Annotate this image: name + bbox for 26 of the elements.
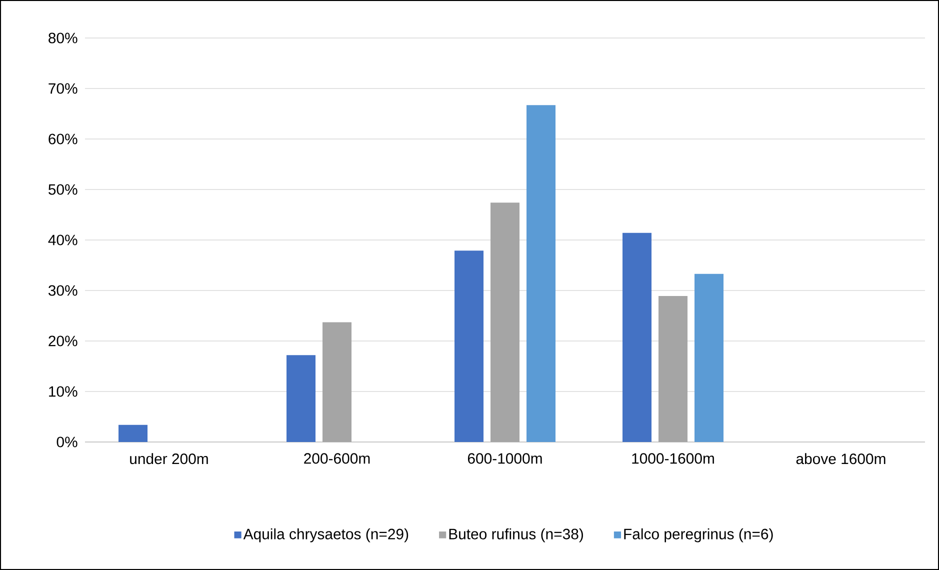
y-tick-label: 60% [48, 134, 78, 144]
y-tick-label: 0% [56, 436, 78, 448]
x-tick-label: 600-1000m [468, 453, 542, 464]
bar [322, 322, 352, 442]
y-tick-label: 40% [48, 234, 78, 246]
x-tick-label: 200-600m [304, 453, 370, 464]
y-tick-label: 70% [48, 83, 78, 94]
y-tick-label: 10% [49, 386, 78, 397]
x-tick-label: above 1600m [796, 453, 886, 464]
bar [526, 105, 556, 442]
y-tick-label: 20% [48, 336, 78, 346]
legend-label: Buteo rufinus (n=38) [449, 528, 583, 542]
bar [454, 250, 484, 442]
bar [118, 424, 148, 442]
bar [490, 202, 520, 442]
y-tick-label: 50% [48, 184, 78, 195]
x-tick-label: under 200m [130, 453, 208, 464]
y-tick-label: 30% [48, 285, 78, 296]
legend-label: Aquila chrysaetos (n=29) [243, 528, 408, 542]
bar [694, 274, 724, 442]
x-tick-label: 1000-1600m [632, 453, 714, 464]
bar [286, 355, 316, 442]
bar [622, 232, 652, 442]
legend-label: Falco peregrinus (n=6) [624, 528, 773, 542]
bar [658, 296, 688, 442]
y-tick-label: 80% [48, 32, 78, 44]
